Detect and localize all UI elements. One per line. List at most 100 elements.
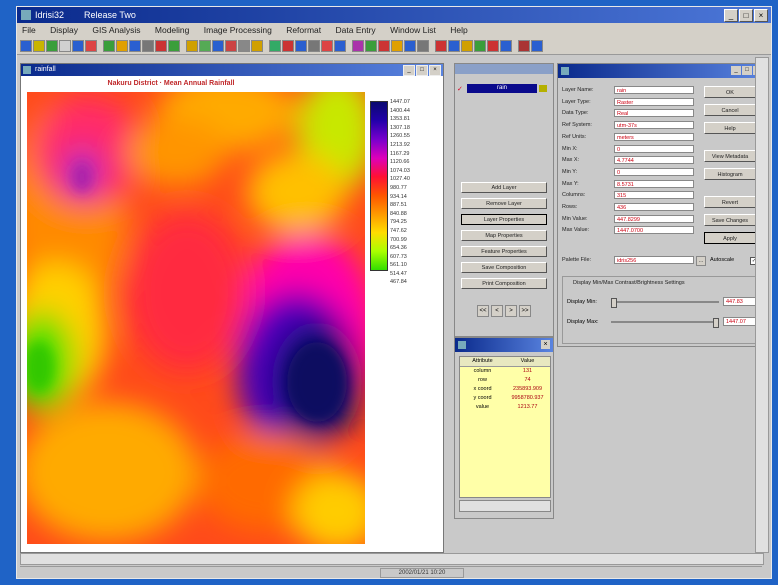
layer-visible-check-icon[interactable]: ✓: [457, 86, 463, 93]
property-value-field[interactable]: Raster: [614, 97, 694, 106]
property-value-field[interactable]: 0: [614, 144, 694, 153]
toolbar-tool-icon[interactable]: [168, 39, 180, 52]
cancel-button[interactable]: Cancel: [704, 104, 756, 116]
toolbar-tool-icon[interactable]: [461, 39, 473, 52]
palette-browse-button[interactable]: …: [696, 256, 706, 266]
toolbar-tool-icon[interactable]: [435, 39, 447, 52]
property-value-field[interactable]: Real: [614, 109, 694, 118]
map-close-button[interactable]: ×: [429, 65, 441, 76]
map-minimize-button[interactable]: _: [403, 65, 415, 76]
toolbar-tool-icon[interactable]: [85, 39, 97, 52]
remove-layer-button[interactable]: Remove Layer: [461, 198, 547, 209]
feature-properties-button[interactable]: Feature Properties: [461, 246, 547, 257]
toolbar-tool-icon[interactable]: [269, 39, 281, 52]
property-value-field[interactable]: 0: [614, 167, 694, 176]
toolbar-tool-icon[interactable]: [33, 39, 45, 52]
toolbar-tool-icon[interactable]: [417, 39, 429, 52]
toolbar-tool-icon[interactable]: [334, 39, 346, 52]
add-layer-button[interactable]: Add Layer: [461, 182, 547, 193]
toolbar-tool-icon[interactable]: [46, 39, 58, 52]
save-composition-button[interactable]: Save Composition: [461, 262, 547, 273]
toolbar-tool-icon[interactable]: [518, 39, 530, 52]
toolbar-tool-icon[interactable]: [186, 39, 198, 52]
toolbar-tool-icon[interactable]: [251, 39, 263, 52]
menu-file[interactable]: File: [22, 25, 36, 35]
layer-name[interactable]: rain: [467, 84, 537, 93]
toolbar-tool-icon[interactable]: [295, 39, 307, 52]
menu-image-processing[interactable]: Image Processing: [203, 25, 272, 35]
ok-button[interactable]: OK: [704, 86, 756, 98]
palette-file-input[interactable]: idris256: [614, 256, 694, 264]
toolbar-tool-icon[interactable]: [365, 39, 377, 52]
menu-reformat[interactable]: Reformat: [286, 25, 322, 35]
property-value-field[interactable]: 447.8299: [614, 214, 694, 223]
toolbar-tool-icon[interactable]: [129, 39, 141, 52]
histogram-button[interactable]: Histogram: [704, 168, 756, 180]
property-value-field[interactable]: 436: [614, 203, 694, 211]
toolbar-tool-icon[interactable]: [474, 39, 486, 52]
pan-left-button[interactable]: <: [491, 305, 503, 317]
toolbar-tool-icon[interactable]: [321, 39, 333, 52]
properties-maximize-button[interactable]: □: [742, 66, 752, 75]
map-properties-button[interactable]: Map Properties: [461, 230, 547, 241]
toolbar-tool-icon[interactable]: [448, 39, 460, 52]
help-button[interactable]: Help: [704, 122, 756, 134]
vertical-scrollbar[interactable]: [755, 57, 769, 553]
toolbar-tool-icon[interactable]: [352, 39, 364, 52]
toolbar-tool-icon[interactable]: [142, 39, 154, 52]
toolbar-tool-icon[interactable]: [72, 39, 84, 52]
inquiry-scrollbar[interactable]: [459, 500, 551, 512]
menu-window-list[interactable]: Window List: [390, 25, 436, 35]
toolbar-tool-icon[interactable]: [103, 39, 115, 52]
menu-display[interactable]: Display: [50, 25, 78, 35]
pan-last-button[interactable]: >>: [519, 305, 531, 317]
property-value-field[interactable]: rain: [614, 86, 694, 94]
view-metadata-button[interactable]: View Metadata: [704, 150, 756, 162]
toolbar-tool-icon[interactable]: [500, 39, 512, 52]
display-min-slider-thumb[interactable]: [611, 298, 617, 308]
toolbar-tool-icon[interactable]: [238, 39, 250, 52]
minimize-button[interactable]: _: [724, 9, 738, 22]
property-value-field[interactable]: utm-37s: [614, 121, 694, 130]
display-max-input[interactable]: 1447.07: [723, 317, 757, 326]
apply-button[interactable]: Apply: [704, 232, 756, 244]
toolbar-tool-icon[interactable]: [59, 39, 71, 52]
inquiry-close-button[interactable]: ×: [541, 340, 550, 349]
property-value-field[interactable]: 8.5731: [614, 179, 694, 188]
property-value-field[interactable]: 1447.0700: [614, 226, 694, 235]
toolbar-tool-icon[interactable]: [212, 39, 224, 52]
menu-data-entry[interactable]: Data Entry: [335, 25, 376, 35]
menu-modeling[interactable]: Modeling: [154, 25, 190, 35]
revert-button[interactable]: Revert: [704, 196, 756, 208]
layer-properties-button[interactable]: Layer Properties: [461, 214, 547, 225]
toolbar-tool-icon[interactable]: [308, 39, 320, 52]
toolbar-tool-icon[interactable]: [531, 39, 543, 52]
toolbar-tool-icon[interactable]: [199, 39, 211, 52]
maximize-button[interactable]: □: [739, 9, 753, 22]
print-composition-button[interactable]: Print Composition: [461, 278, 547, 289]
property-value-field[interactable]: 4.7744: [614, 156, 694, 165]
pan-first-button[interactable]: <<: [477, 305, 489, 317]
property-value-field[interactable]: 315: [614, 191, 694, 200]
pan-right-button[interactable]: >: [505, 305, 517, 317]
toolbar-tool-icon[interactable]: [391, 39, 403, 52]
toolbar-tool-icon[interactable]: [404, 39, 416, 52]
layer-list-item[interactable]: ✓ rain: [457, 84, 551, 94]
display-min-input[interactable]: 447.83: [723, 297, 757, 306]
toolbar-tool-icon[interactable]: [116, 39, 128, 52]
display-min-slider[interactable]: [611, 298, 719, 308]
map-maximize-button[interactable]: □: [416, 65, 428, 76]
save-changes-button[interactable]: Save Changes: [704, 214, 756, 226]
rainfall-raster-image[interactable]: [27, 92, 365, 544]
display-max-slider-thumb[interactable]: [713, 318, 719, 328]
toolbar-tool-icon[interactable]: [20, 39, 32, 52]
toolbar-tool-icon[interactable]: [225, 39, 237, 52]
display-max-slider[interactable]: [611, 318, 719, 328]
horizontal-scrollbar[interactable]: [20, 553, 764, 565]
property-value-field[interactable]: meters: [614, 132, 694, 141]
menu-help[interactable]: Help: [450, 25, 468, 35]
close-button[interactable]: ×: [754, 9, 768, 22]
menu-gis-analysis[interactable]: GIS Analysis: [92, 25, 141, 35]
toolbar-tool-icon[interactable]: [487, 39, 499, 52]
toolbar-tool-icon[interactable]: [282, 39, 294, 52]
